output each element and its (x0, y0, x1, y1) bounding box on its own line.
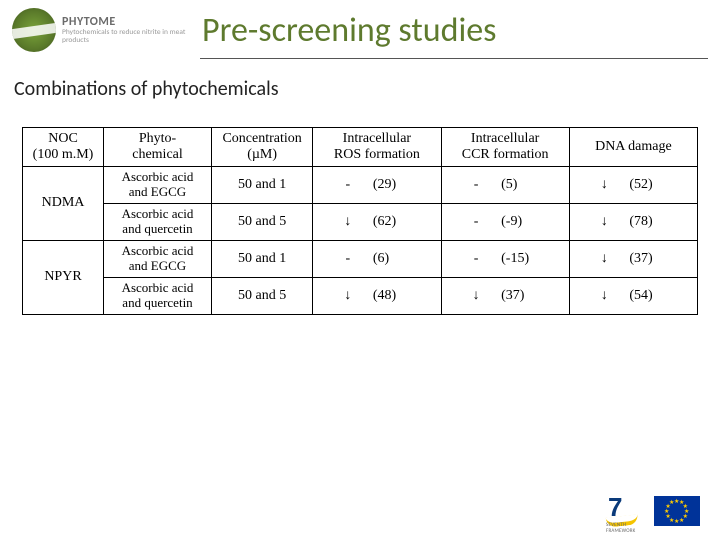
phytochemical-cell: Ascorbic acidand quercetin (104, 277, 212, 314)
value-cell: ↓ (48) (313, 277, 441, 314)
brand-block: PHYTOME Phytochemicals to reduce nitrite… (12, 8, 192, 52)
table-row: Ascorbic acidand quercetin50 and 5 ↓ (62) -… (23, 203, 698, 240)
page-title: Pre-screening studies (192, 10, 708, 51)
percent-value: (6) (373, 251, 413, 267)
phytochemical-cell: Ascorbic acidand EGCG (104, 167, 212, 204)
percent-value: (-15) (501, 251, 541, 267)
value-cell: ↓ (37) (441, 277, 569, 314)
percent-value: (37) (629, 251, 669, 267)
noc-cell: NPYR (23, 240, 104, 314)
fp7-tag: SEVENTH FRAMEWORK (606, 522, 640, 534)
trend-symbol: ↓ (597, 251, 611, 267)
value-cell: - (29) (313, 167, 441, 204)
value-cell: ↓ (62) (313, 203, 441, 240)
trend-symbol: ↓ (341, 288, 355, 304)
phytochemical-cell: Ascorbic acidand EGCG (104, 240, 212, 277)
subtitle: Combinations of phytochemicals (14, 77, 706, 101)
concentration-cell: 50 and 1 (212, 167, 313, 204)
value-cell: - (5) (441, 167, 569, 204)
header: PHYTOME Phytochemicals to reduce nitrite… (0, 0, 720, 52)
col-header: DNA damage (569, 128, 697, 167)
value-cell: - (6) (313, 240, 441, 277)
eu-star-icon: ★ (674, 517, 679, 525)
col-header: IntracellularCCR formation (441, 128, 569, 167)
brand-name: PHYTOME (62, 15, 192, 29)
concentration-cell: 50 and 5 (212, 203, 313, 240)
trend-symbol: ↓ (597, 214, 611, 230)
concentration-cell: 50 and 5 (212, 277, 313, 314)
noc-cell: NDMA (23, 167, 104, 241)
value-cell: - (-15) (441, 240, 569, 277)
col-header: Phyto-chemical (104, 128, 212, 167)
table-header-row: NOC(100 m.M)Phyto-chemicalConcentration(… (23, 128, 698, 167)
trend-symbol: ↓ (597, 177, 611, 193)
footer-logos: 7 SEVENTH FRAMEWORK ★★★★★★★★★★★★ (606, 494, 700, 528)
percent-value: (52) (629, 177, 669, 193)
eu-star-ring: ★★★★★★★★★★★★ (654, 496, 700, 526)
value-cell: ↓ (52) (569, 167, 697, 204)
eu-star-icon: ★ (669, 498, 674, 506)
trend-symbol: - (469, 251, 483, 267)
table-body: NDMAAscorbic acidand EGCG50 and 1 - (29) - (… (23, 167, 698, 315)
eu-star-icon: ★ (679, 516, 684, 524)
trend-symbol: ↓ (341, 214, 355, 230)
trend-symbol: ↓ (469, 288, 483, 304)
percent-value: (62) (373, 214, 413, 230)
trend-symbol: - (341, 251, 355, 267)
percent-value: (37) (501, 288, 541, 304)
subtitle-row: Combinations of phytochemicals (0, 59, 720, 101)
trend-symbol: - (469, 177, 483, 193)
col-header: Concentration(µM) (212, 128, 313, 167)
col-header: NOC(100 m.M) (23, 128, 104, 167)
percent-value: (54) (629, 288, 669, 304)
table-row: Ascorbic acidand quercetin50 and 5↓(48)↓… (23, 277, 698, 314)
concentration-cell: 50 and 1 (212, 240, 313, 277)
percent-value: (78) (629, 214, 669, 230)
value-cell: ↓ (37) (569, 240, 697, 277)
value-cell: ↓ (54) (569, 277, 697, 314)
percent-value: (-9) (501, 214, 541, 230)
fp7-logo-icon: 7 SEVENTH FRAMEWORK (606, 494, 640, 528)
percent-value: (48) (373, 288, 413, 304)
slide: PHYTOME Phytochemicals to reduce nitrite… (0, 0, 720, 540)
phytochemical-table: NOC(100 m.M)Phyto-chemicalConcentration(… (22, 127, 698, 315)
table-container: NOC(100 m.M)Phyto-chemicalConcentration(… (0, 101, 720, 315)
value-cell: - (-9) (441, 203, 569, 240)
brand-tagline: Phytochemicals to reduce nitrite in meat… (62, 29, 192, 46)
percent-value: (5) (501, 177, 541, 193)
trend-symbol: - (469, 214, 483, 230)
table-row: NPYRAscorbic acidand EGCG50 and 1-(6)-(-… (23, 240, 698, 277)
table-row: NDMAAscorbic acidand EGCG50 and 1-(29)-(… (23, 167, 698, 204)
trend-symbol: - (341, 177, 355, 193)
eu-flag-icon: ★★★★★★★★★★★★ (654, 496, 700, 526)
phytochemical-cell: Ascorbic acidand quercetin (104, 203, 212, 240)
phytome-logo-icon (12, 8, 56, 52)
brand-text: PHYTOME Phytochemicals to reduce nitrite… (62, 15, 192, 46)
percent-value: (29) (373, 177, 413, 193)
trend-symbol: ↓ (597, 288, 611, 304)
col-header: IntracellularROS formation (313, 128, 441, 167)
value-cell: ↓ (78) (569, 203, 697, 240)
